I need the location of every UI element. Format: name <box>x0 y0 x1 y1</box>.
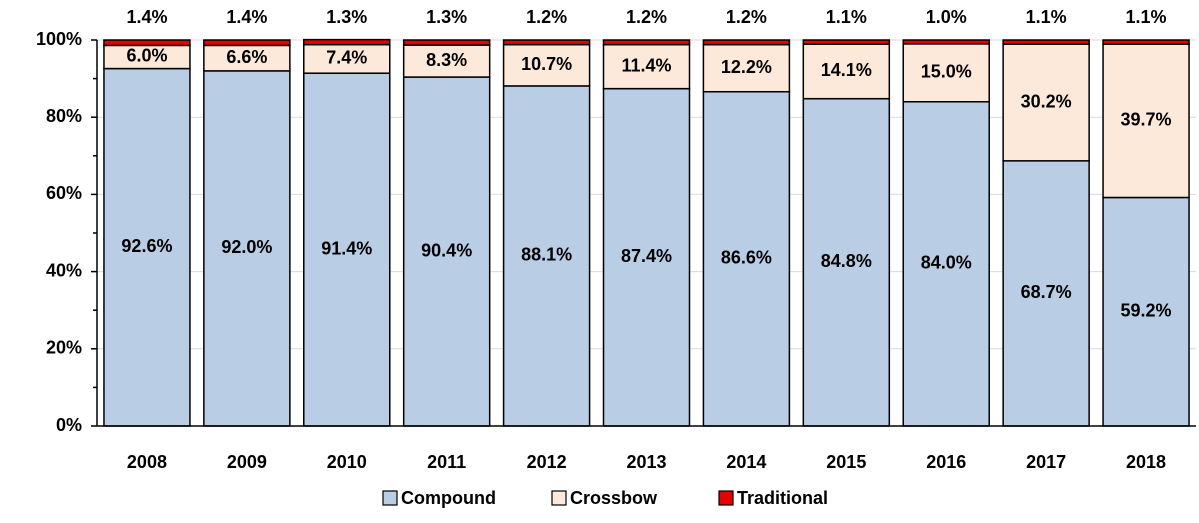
bar-segment <box>802 39 891 45</box>
bar-segment <box>902 39 990 45</box>
x-tick-label: 2015 <box>826 452 866 472</box>
bar-segment <box>702 90 791 427</box>
data-label: 6.0% <box>126 46 167 66</box>
data-label: 84.0% <box>921 253 972 273</box>
x-tick-label: 2016 <box>926 452 966 472</box>
y-tick-label: 0% <box>56 415 82 435</box>
legend-swatch <box>551 490 567 506</box>
legend-label: Compound <box>401 488 496 508</box>
data-label: 1.1% <box>1126 7 1167 27</box>
bar-segment <box>303 72 391 427</box>
data-label: 1.2% <box>626 7 667 27</box>
bar-segment <box>902 43 990 103</box>
x-tick-label: 2010 <box>327 452 367 472</box>
bar-segment <box>203 39 291 47</box>
data-label: 91.4% <box>321 238 372 258</box>
data-label: 1.4% <box>226 7 267 27</box>
bar-segment <box>602 43 691 90</box>
data-label: 92.0% <box>221 237 272 257</box>
data-label: 8.3% <box>426 50 467 70</box>
bar-segment <box>103 67 191 427</box>
bar-segment <box>203 44 291 72</box>
bar-segment <box>1102 39 1190 45</box>
data-label: 30.2% <box>1021 91 1072 111</box>
data-label: 86.6% <box>721 248 772 268</box>
bar-segment <box>902 101 990 427</box>
y-tick-label: 20% <box>46 338 82 358</box>
bar-segment <box>702 39 791 46</box>
legend-label: Crossbow <box>570 488 658 508</box>
data-label: 59.2% <box>1121 300 1172 320</box>
bar-segment <box>702 43 791 93</box>
y-tick-label: 60% <box>46 183 82 203</box>
bar-segment <box>502 39 591 46</box>
data-label: 1.2% <box>526 7 567 27</box>
data-label: 15.0% <box>921 62 972 82</box>
x-tick-label: 2011 <box>427 452 466 472</box>
bar-segment <box>303 38 391 46</box>
bar-segment <box>1102 196 1190 427</box>
bar-segment <box>103 39 191 47</box>
data-label: 90.4% <box>421 240 472 260</box>
bar-segment <box>1002 39 1090 45</box>
bar-segment <box>402 76 491 427</box>
y-tick-label: 100% <box>36 29 82 49</box>
x-tick-label: 2013 <box>626 452 666 472</box>
data-label: 1.1% <box>1026 7 1067 27</box>
data-label: 92.6% <box>121 236 172 256</box>
data-label: 1.0% <box>926 7 967 27</box>
bar-segment <box>1002 43 1090 162</box>
data-label: 11.4% <box>621 55 671 75</box>
data-label: 39.7% <box>1121 110 1172 130</box>
bar-segment <box>502 85 591 427</box>
data-label: 10.7% <box>521 54 572 74</box>
data-label: 1.4% <box>126 7 167 27</box>
bar-segment <box>802 97 891 427</box>
data-label: 6.6% <box>226 47 267 67</box>
data-label: 88.1% <box>521 245 572 265</box>
bar-segment <box>1102 43 1190 199</box>
legend-label: Traditional <box>737 488 828 508</box>
x-tick-label: 2014 <box>726 452 766 472</box>
data-label: 84.8% <box>821 251 872 271</box>
legend-swatch <box>718 490 734 506</box>
x-tick-label: 2008 <box>127 452 167 472</box>
data-label: 1.1% <box>826 7 867 27</box>
y-tick-label: 80% <box>46 106 82 126</box>
bar-segment <box>602 39 691 46</box>
data-label: 14.1% <box>821 60 872 80</box>
data-label: 1.3% <box>426 7 467 27</box>
bar-segment <box>203 70 291 427</box>
y-tick-label: 40% <box>46 260 82 280</box>
bar-segment <box>602 87 691 427</box>
bar-segment <box>402 39 491 46</box>
x-tick-label: 2017 <box>1026 452 1066 472</box>
bar-segment <box>502 43 591 87</box>
data-label: 68.7% <box>1021 282 1072 302</box>
bar-segment <box>1002 160 1090 427</box>
x-tick-label: 2012 <box>527 452 567 472</box>
data-label: 7.4% <box>326 48 367 68</box>
bar-segment <box>402 44 491 78</box>
x-tick-label: 2009 <box>227 452 267 472</box>
bar-segment <box>802 43 891 100</box>
bar-segment <box>303 43 391 74</box>
data-label: 12.2% <box>721 57 772 77</box>
legend-swatch <box>382 490 398 506</box>
data-label: 1.2% <box>726 7 767 27</box>
data-label: 1.3% <box>326 7 367 27</box>
x-tick-label: 2018 <box>1126 452 1166 472</box>
data-label: 87.4% <box>621 246 672 266</box>
